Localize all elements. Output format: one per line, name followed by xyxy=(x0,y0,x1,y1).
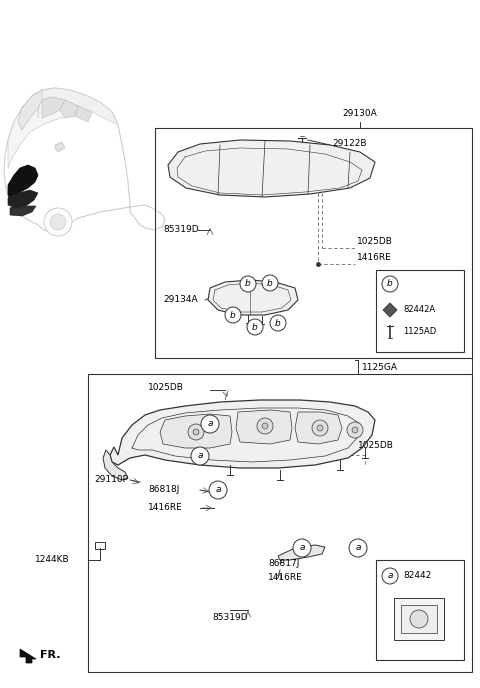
Polygon shape xyxy=(278,545,325,560)
Circle shape xyxy=(188,424,204,440)
Polygon shape xyxy=(18,90,42,130)
Circle shape xyxy=(240,276,256,292)
Circle shape xyxy=(257,418,273,434)
Text: b: b xyxy=(267,279,273,288)
Bar xyxy=(401,605,437,633)
Circle shape xyxy=(312,420,328,436)
Circle shape xyxy=(262,275,278,291)
Text: 1416RE: 1416RE xyxy=(268,574,303,583)
Text: 1416RE: 1416RE xyxy=(357,253,392,262)
Circle shape xyxy=(191,447,209,465)
Text: a: a xyxy=(387,572,393,581)
Text: 86817J: 86817J xyxy=(268,559,300,568)
Polygon shape xyxy=(383,303,397,317)
Bar xyxy=(376,560,464,660)
Circle shape xyxy=(44,208,72,236)
Circle shape xyxy=(225,307,241,323)
Circle shape xyxy=(382,568,398,584)
Text: a: a xyxy=(197,451,203,460)
Circle shape xyxy=(352,427,358,433)
Text: a: a xyxy=(207,420,213,429)
Polygon shape xyxy=(10,206,36,216)
Circle shape xyxy=(293,539,311,557)
Text: 86818J: 86818J xyxy=(148,486,180,495)
Polygon shape xyxy=(42,97,65,118)
Circle shape xyxy=(262,423,268,429)
Text: 29130A: 29130A xyxy=(343,109,377,118)
Text: a: a xyxy=(299,544,305,552)
Polygon shape xyxy=(168,140,375,197)
Circle shape xyxy=(201,415,219,433)
Bar xyxy=(88,374,472,672)
Bar xyxy=(95,542,105,549)
Text: 29134A: 29134A xyxy=(163,296,198,305)
Text: 82442A: 82442A xyxy=(403,305,435,314)
Text: 1416RE: 1416RE xyxy=(148,504,183,513)
Polygon shape xyxy=(38,88,118,125)
Text: 85319D: 85319D xyxy=(212,614,248,623)
Circle shape xyxy=(247,319,263,335)
Polygon shape xyxy=(236,410,292,444)
Circle shape xyxy=(347,422,363,438)
Text: a: a xyxy=(355,544,361,552)
Polygon shape xyxy=(110,400,375,468)
Polygon shape xyxy=(160,414,232,448)
Circle shape xyxy=(382,276,398,292)
Polygon shape xyxy=(55,142,65,152)
Text: 1125AD: 1125AD xyxy=(403,327,436,336)
Bar xyxy=(394,598,444,640)
Circle shape xyxy=(193,429,199,435)
Polygon shape xyxy=(8,165,38,198)
Text: b: b xyxy=(245,279,251,288)
Circle shape xyxy=(209,481,227,499)
Text: 1125GA: 1125GA xyxy=(362,363,398,372)
Text: b: b xyxy=(275,319,281,327)
Circle shape xyxy=(317,425,323,431)
Polygon shape xyxy=(20,649,36,663)
Text: 82442: 82442 xyxy=(403,572,431,581)
Text: 29110P: 29110P xyxy=(94,475,128,484)
Text: a: a xyxy=(215,486,221,495)
Text: b: b xyxy=(252,323,258,332)
Text: 1244KB: 1244KB xyxy=(35,555,70,564)
Text: 29122B: 29122B xyxy=(332,140,367,149)
Polygon shape xyxy=(208,280,298,315)
Polygon shape xyxy=(103,450,128,480)
Polygon shape xyxy=(8,88,85,168)
Bar xyxy=(376,270,464,352)
Circle shape xyxy=(349,539,367,557)
Text: 1025DB: 1025DB xyxy=(358,440,394,449)
Text: 1025DB: 1025DB xyxy=(148,383,184,392)
Text: b: b xyxy=(230,310,236,319)
Circle shape xyxy=(270,315,286,331)
Text: 85319D: 85319D xyxy=(163,226,199,235)
Bar xyxy=(155,128,472,358)
Polygon shape xyxy=(60,100,78,118)
Polygon shape xyxy=(8,190,38,208)
Circle shape xyxy=(50,214,66,230)
Polygon shape xyxy=(295,412,342,444)
Polygon shape xyxy=(75,106,92,122)
Text: 1025DB: 1025DB xyxy=(357,237,393,246)
Text: FR.: FR. xyxy=(40,650,60,660)
Circle shape xyxy=(410,610,428,628)
Text: b: b xyxy=(387,279,393,288)
